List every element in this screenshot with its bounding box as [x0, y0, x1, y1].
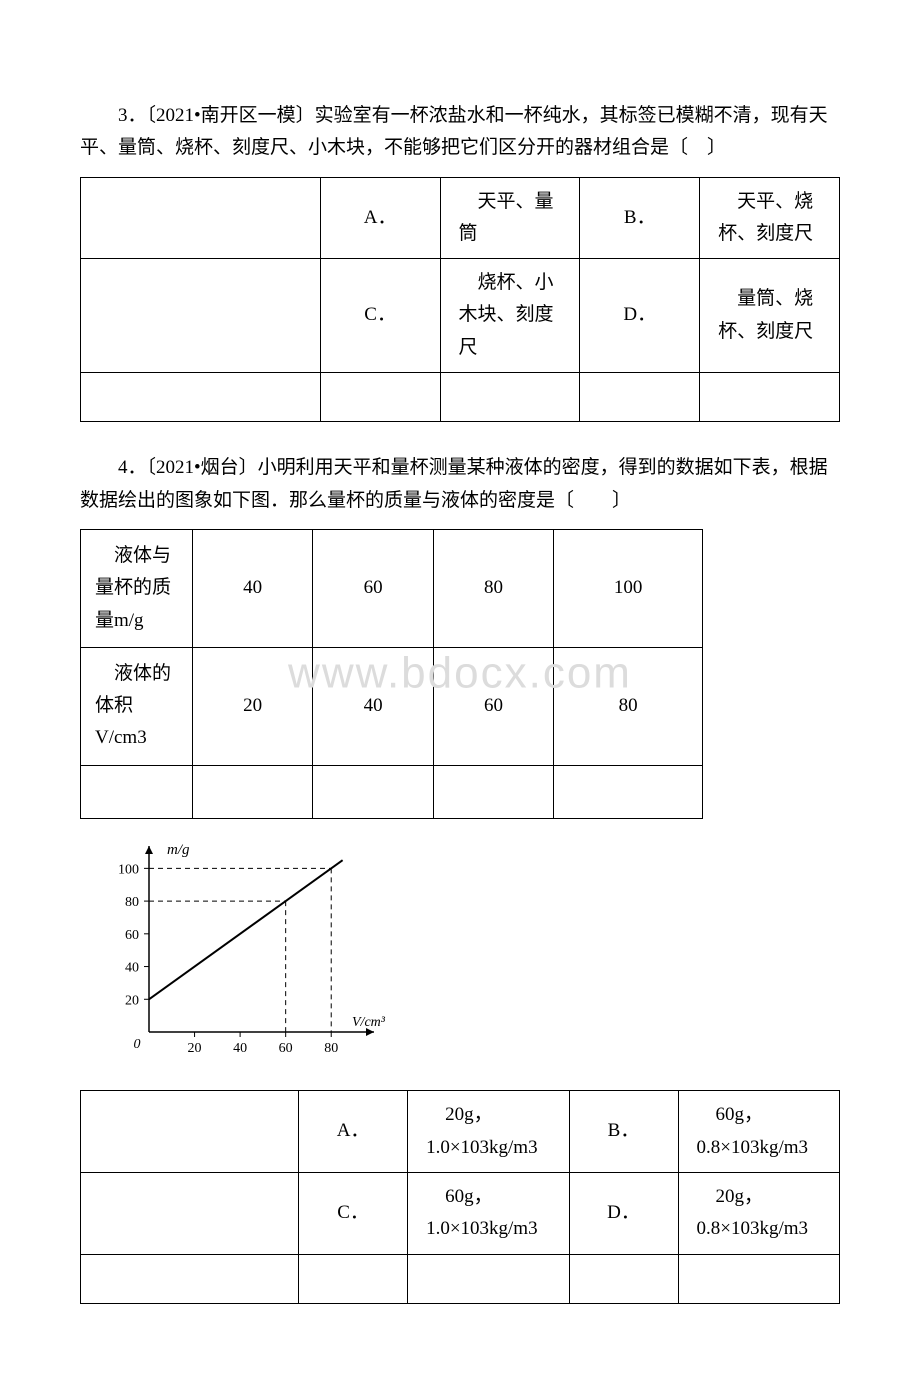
q3-blank-3 [81, 373, 321, 422]
q3-blank-6 [580, 373, 700, 422]
q4-mass-3: 100 [554, 529, 703, 647]
q4-blank-a [81, 1091, 299, 1173]
q4-opt-d-text: 20g，0.8×103kg/m3 [678, 1172, 839, 1254]
svg-text:60: 60 [125, 928, 139, 943]
q4-chart: 0 20 40 60 80 100 20 40 60 80 m/g V/cm³ [94, 837, 840, 1078]
question-4: 4．〔2021•烟台〕小明利用天平和量杯测量某种液体的密度，得到的数据如下表，根… [80, 452, 840, 1303]
q4-blank-d [299, 1254, 408, 1303]
q3-opt-c-letter: C． [320, 259, 440, 373]
q4-row1-header: 液体与量杯的质量m/g [81, 529, 193, 647]
q4-vol-1: 40 [313, 647, 433, 765]
q3-blank-1 [81, 177, 321, 259]
q3-opt-b-text: 天平、烧杯、刻度尺 [700, 177, 840, 259]
q4-opt-b-text: 60g，0.8×103kg/m3 [678, 1091, 839, 1173]
svg-text:20: 20 [188, 1041, 202, 1056]
q4-blank-3 [313, 765, 433, 818]
svg-text:60: 60 [279, 1041, 293, 1056]
question-3: 3．〔2021•南开区一模〕实验室有一杯浓盐水和一杯纯水，其标签已模糊不清，现有… [80, 100, 840, 422]
q3-opt-a-text: 天平、量筒 [440, 177, 580, 259]
q4-stem: 4．〔2021•烟台〕小明利用天平和量杯测量某种液体的密度，得到的数据如下表，根… [80, 452, 840, 517]
q4-opt-d-letter: D． [569, 1172, 678, 1254]
q4-chart-svg: 0 20 40 60 80 100 20 40 60 80 m/g V/cm³ [94, 837, 414, 1067]
q3-blank-7 [700, 373, 840, 422]
q4-opt-a-text: 20g，1.0×103kg/m3 [408, 1091, 569, 1173]
svg-text:100: 100 [118, 862, 139, 877]
q3-opt-d-letter: D． [580, 259, 700, 373]
q4-mass-2: 80 [433, 529, 553, 647]
q4-opt-c-letter: C． [299, 1172, 408, 1254]
q4-opt-a-letter: A． [299, 1091, 408, 1173]
q4-options-table: A． 20g，1.0×103kg/m3 B． 60g，0.8×103kg/m3 … [80, 1090, 840, 1303]
svg-text:40: 40 [233, 1041, 247, 1056]
q4-blank-2 [192, 765, 312, 818]
q4-vol-2: 60 [433, 647, 553, 765]
q3-opt-b-letter: B． [580, 177, 700, 259]
svg-text:80: 80 [324, 1041, 338, 1056]
q4-data-table: 液体与量杯的质量m/g 40 60 80 100 液体的体积 V/cm3 20 … [80, 529, 703, 819]
svg-text:40: 40 [125, 961, 139, 976]
svg-text:0: 0 [134, 1037, 141, 1052]
q3-blank-2 [81, 259, 321, 373]
q4-opt-b-letter: B． [569, 1091, 678, 1173]
q4-blank-e [408, 1254, 569, 1303]
q4-mass-0: 40 [192, 529, 312, 647]
q4-blank-b [81, 1172, 299, 1254]
q3-opt-a-letter: A． [320, 177, 440, 259]
q3-stem: 3．〔2021•南开区一模〕实验室有一杯浓盐水和一杯纯水，其标签已模糊不清，现有… [80, 100, 840, 165]
q3-options-table: A． 天平、量筒 B． 天平、烧杯、刻度尺 C． 烧杯、小木块、刻度尺 D． 量… [80, 177, 840, 423]
q3-blank-5 [440, 373, 580, 422]
q3-opt-c-text: 烧杯、小木块、刻度尺 [440, 259, 580, 373]
q4-vol-0: 20 [192, 647, 312, 765]
q4-row2-header: 液体的体积 V/cm3 [81, 647, 193, 765]
q4-mass-1: 60 [313, 529, 433, 647]
svg-text:V/cm³: V/cm³ [352, 1015, 386, 1030]
q4-blank-g [678, 1254, 839, 1303]
q4-opt-c-text: 60g，1.0×103kg/m3 [408, 1172, 569, 1254]
q4-blank-f [569, 1254, 678, 1303]
q4-vol-3: 80 [554, 647, 703, 765]
svg-text:80: 80 [125, 895, 139, 910]
q4-blank-1 [81, 765, 193, 818]
q4-blank-5 [554, 765, 703, 818]
svg-text:m/g: m/g [167, 842, 190, 858]
q4-blank-4 [433, 765, 553, 818]
q3-blank-4 [320, 373, 440, 422]
q4-blank-c [81, 1254, 299, 1303]
svg-text:20: 20 [125, 993, 139, 1008]
q3-opt-d-text: 量筒、烧杯、刻度尺 [700, 259, 840, 373]
